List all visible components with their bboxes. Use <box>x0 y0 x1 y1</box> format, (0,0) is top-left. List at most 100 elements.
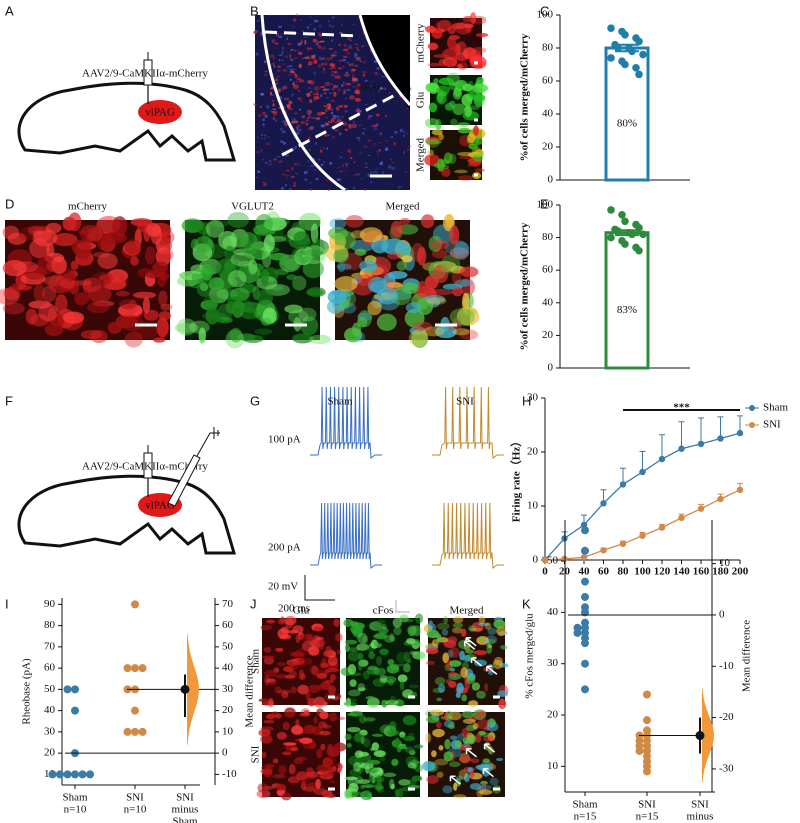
group-label: SNI <box>691 799 709 811</box>
aqueduct <box>360 15 410 110</box>
image-blob <box>308 128 311 130</box>
data-point <box>607 24 615 32</box>
image-blob <box>295 80 298 83</box>
image-blob <box>359 227 383 243</box>
image-blob <box>244 249 267 259</box>
image-blob <box>312 71 317 73</box>
image-blob <box>305 119 309 122</box>
image-blob <box>393 130 398 134</box>
data-point <box>619 481 627 488</box>
image-blob <box>373 750 386 758</box>
image-blob <box>464 105 473 118</box>
image-blob <box>319 45 321 47</box>
image-blob <box>327 655 338 666</box>
image-blob <box>484 639 490 647</box>
image-blob <box>331 109 334 111</box>
inset-image <box>425 12 489 71</box>
image-blob <box>294 73 298 79</box>
image-blob <box>224 245 235 263</box>
image-blob <box>426 629 439 639</box>
group-label: Sham <box>250 649 262 675</box>
image-blob <box>334 230 356 250</box>
image-blob <box>299 712 311 717</box>
tick-label: 100 <box>634 566 651 578</box>
image-blob <box>298 79 305 83</box>
image-blob <box>428 235 443 252</box>
image-blob <box>354 89 360 95</box>
image-blob <box>287 629 299 634</box>
image-blob <box>308 641 320 645</box>
image-blob <box>155 247 172 267</box>
image-blob <box>397 702 405 707</box>
tick-label: 40 <box>579 566 591 578</box>
image-blob <box>350 624 364 635</box>
image-blob <box>304 178 308 181</box>
image-blob <box>41 285 57 303</box>
image-blob <box>408 626 416 637</box>
data-point <box>639 50 647 59</box>
image-blob <box>273 158 278 161</box>
image-blob <box>284 55 289 58</box>
image-blob <box>300 120 305 125</box>
image-blob <box>368 767 380 772</box>
image-blob <box>408 145 412 148</box>
image-blob <box>467 89 475 98</box>
image-blob <box>368 651 376 660</box>
image-blob <box>283 97 290 101</box>
image-blob <box>484 622 492 630</box>
image-blob <box>336 649 341 655</box>
image-blob <box>309 126 314 131</box>
image-blob <box>374 143 377 145</box>
image-blob <box>263 656 274 665</box>
image-blob <box>285 154 288 157</box>
image-blob <box>345 71 349 74</box>
image-blob <box>424 294 446 304</box>
image-blob <box>309 742 317 750</box>
image-blob <box>262 307 277 324</box>
image-blob <box>82 278 92 294</box>
image-blob <box>365 696 376 700</box>
image-blob <box>355 108 360 112</box>
image-blob <box>79 224 104 243</box>
error-bar <box>659 434 665 460</box>
image-blob <box>343 619 354 627</box>
image-blob <box>329 218 347 230</box>
data-point <box>621 31 629 39</box>
voltage-trace <box>310 502 382 569</box>
image-blob <box>260 137 263 140</box>
image-blob <box>340 23 344 26</box>
tick-label: 40 <box>542 108 554 120</box>
image-blob <box>268 163 273 166</box>
image-blob <box>306 47 313 50</box>
image-blob <box>354 43 359 45</box>
image-blob <box>275 647 284 652</box>
image-blob <box>436 91 447 105</box>
data-point <box>71 706 79 715</box>
image-blob <box>258 698 270 703</box>
error-bar <box>639 450 646 472</box>
image-blob <box>454 169 468 174</box>
image-blob <box>360 762 374 770</box>
image-blob <box>271 39 276 44</box>
image-blob <box>145 246 156 265</box>
image-blob <box>327 103 332 107</box>
image-blob <box>260 93 264 96</box>
image-blob <box>314 73 316 76</box>
image-blob <box>368 115 371 119</box>
image-blob <box>333 248 349 263</box>
inset-label: mCherry <box>415 23 427 63</box>
image-blob <box>376 786 384 793</box>
image-blob <box>293 757 304 765</box>
image-blob <box>300 707 311 717</box>
image-blob <box>493 619 506 629</box>
image-blob <box>376 619 386 625</box>
image-blob <box>354 750 364 758</box>
image-blob <box>424 118 439 129</box>
axis-label: Mean difference <box>244 655 256 727</box>
image-blob <box>323 104 328 108</box>
image-blob <box>389 778 395 790</box>
tick-label: 70 <box>222 598 234 610</box>
image-blob <box>119 299 137 310</box>
image-blob <box>357 652 364 660</box>
image-blob <box>286 274 297 281</box>
